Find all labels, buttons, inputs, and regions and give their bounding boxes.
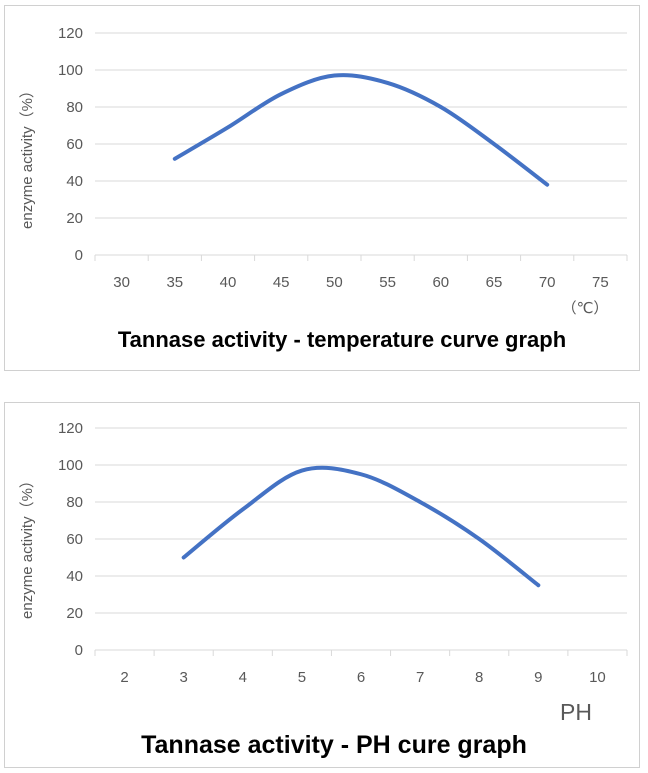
temperature-y-tick-label: 80	[66, 99, 83, 116]
ph-y-tick-label: 80	[66, 494, 83, 511]
ph-chart: 2 3 4 5 6 7 8 9 10 0 20 40 60 80 100 120 enzyme activi…	[19, 420, 628, 759]
temperature-x-tick-label: 60	[432, 274, 449, 291]
ph-y-tick-label: 100	[58, 457, 83, 474]
ph-y-tick-label: 0	[75, 642, 83, 659]
ph-x-tick-label: 9	[534, 669, 542, 686]
ph-y-axis-label: enzyme activity（%）	[19, 473, 36, 619]
temperature-y-tick-label: 60	[66, 136, 83, 153]
temperature-y-tick-label: 100	[58, 62, 83, 79]
temperature-y-tick-label: 20	[66, 210, 83, 227]
temperature-chart-title: Tannase activity - temperature curve gra…	[118, 327, 566, 352]
temperature-x-axis-unit: （℃）	[562, 300, 609, 317]
ph-x-tick-label: 10	[589, 669, 606, 686]
temperature-series-line	[172, 73, 550, 187]
ph-y-tick-label: 20	[66, 605, 83, 622]
ph-x-tick-label: 3	[179, 669, 187, 686]
temperature-x-tick-label: 45	[273, 274, 290, 291]
temperature-y-tick-label: 0	[75, 247, 83, 264]
ph-x-axis-unit: PH	[560, 699, 592, 725]
ph-chart-panel: 2 3 4 5 6 7 8 9 10 0 20 40 60 80 100 120 enzyme activi…	[4, 402, 640, 768]
temperature-x-tick-label: 75	[592, 274, 609, 291]
temperature-y-axis-label: enzyme activity（%）	[19, 83, 36, 229]
ph-y-tick-label: 60	[66, 531, 83, 548]
temperature-x-tick-label: 35	[166, 274, 183, 291]
temperature-chart-panel: 30 35 40 45 50 55 60 65 70 75 0 20 40 60 80 100 120 enz…	[4, 5, 640, 371]
temperature-x-tick-label: 40	[220, 274, 237, 291]
temperature-x-tick-label: 70	[539, 274, 556, 291]
temperature-y-tick-label: 40	[66, 173, 83, 190]
temperature-x-tick-label: 30	[113, 274, 130, 291]
ph-y-tick-label: 40	[66, 568, 83, 585]
temperature-x-tick-label: 50	[326, 274, 343, 291]
ph-x-tick-label: 8	[475, 669, 483, 686]
temperature-x-tick-label: 55	[379, 274, 396, 291]
ph-series-line	[181, 465, 541, 588]
ph-x-tick-label: 2	[120, 669, 128, 686]
ph-x-tick-label: 4	[239, 669, 247, 686]
ph-x-tick-label: 5	[298, 669, 306, 686]
temperature-chart: 30 35 40 45 50 55 60 65 70 75 0 20 40 60 80 100 120 enz…	[19, 25, 628, 352]
ph-chart-title: Tannase activity - PH cure graph	[141, 731, 527, 759]
temperature-x-tick-label: 65	[486, 274, 503, 291]
ph-x-tick-label: 7	[416, 669, 424, 686]
temperature-y-tick-label: 120	[58, 25, 83, 42]
ph-x-tick-label: 6	[357, 669, 365, 686]
ph-y-tick-label: 120	[58, 420, 83, 437]
